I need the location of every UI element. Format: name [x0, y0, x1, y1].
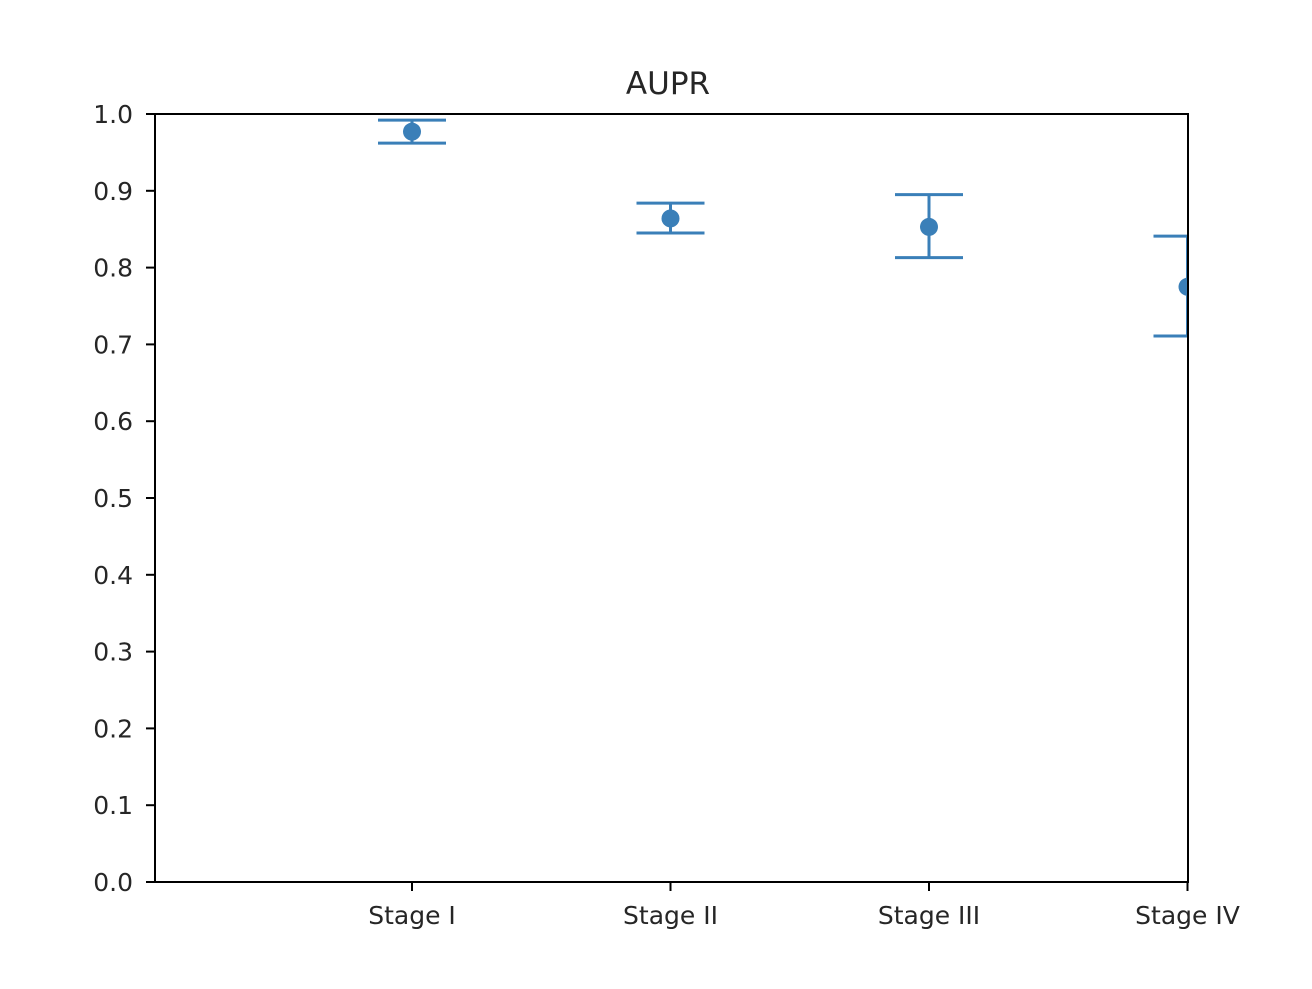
x-tick-label-3: Stage IV: [1135, 901, 1240, 930]
chart-axes: 0.0 0.1 0.2 0.3 0.4 0.5 0.6 0.7 0.8 0.9 1.0 Stage I…: [93, 100, 1240, 930]
chart-title: AUPR: [626, 66, 710, 102]
y-tick-label-4: 0.4: [93, 561, 133, 590]
data-point-0: [403, 122, 421, 141]
data-point-1: [661, 209, 680, 228]
x-tick-label-1: Stage II: [623, 901, 718, 930]
x-tick-label-0: Stage I: [368, 901, 456, 930]
y-tick-label-10: 1.0: [93, 100, 133, 129]
y-tick-label-8: 0.8: [93, 254, 133, 283]
y-tick-label-5: 0.5: [93, 484, 133, 513]
data-point-2: [920, 217, 938, 236]
y-tick-label-9: 0.9: [93, 177, 133, 206]
y-tick-label-7: 0.7: [93, 330, 133, 359]
x-tick-label-2: Stage III: [878, 901, 980, 930]
y-tick-label-3: 0.3: [93, 638, 133, 667]
y-tick-label-1: 0.1: [93, 791, 133, 820]
chart-marks: [378, 118, 1188, 338]
data-point-3: [1178, 277, 1188, 296]
y-tick-label-0: 0.0: [93, 868, 133, 897]
y-tick-label-6: 0.6: [93, 407, 133, 436]
y-tick-label-2: 0.2: [93, 714, 133, 743]
